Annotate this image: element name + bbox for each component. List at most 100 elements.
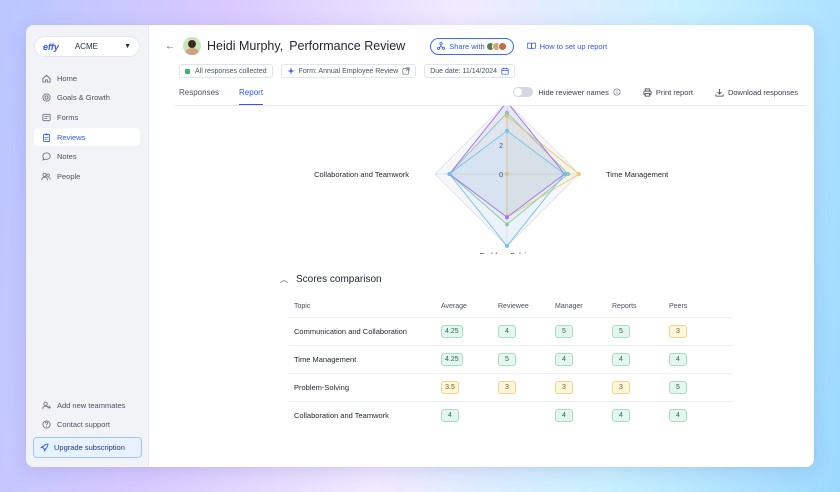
score-badge: 3 <box>555 381 573 394</box>
sidebar-item-label: Forms <box>57 112 79 122</box>
score-badge: 5 <box>669 381 687 394</box>
tab-report[interactable]: Report <box>239 85 264 106</box>
scores-section-header[interactable]: ︿ Scores comparison <box>280 274 382 285</box>
forms-icon <box>40 113 52 122</box>
upgrade-label: Upgrade subscription <box>54 443 125 452</box>
workspace-switcher[interactable]: effy ACME ▼ <box>34 36 140 57</box>
print-report-button[interactable]: Print report <box>643 88 693 97</box>
review-name: Performance Review <box>289 39 406 53</box>
sidebar-item-label: Goals & Growth <box>57 93 110 103</box>
sidebar-item-forms[interactable]: Forms <box>34 108 140 126</box>
radar-point <box>577 172 581 176</box>
score-badge: 4 <box>498 325 516 338</box>
score-badge: 3.5 <box>441 381 459 394</box>
topic-cell: Collaboration and Teamwork <box>294 411 389 420</box>
toggle-switch[interactable] <box>513 87 534 97</box>
sidebar-item-notes[interactable]: Notes <box>34 148 140 166</box>
topic-cell: Communication and Collaboration <box>294 327 407 336</box>
score-badge: 4.25 <box>441 353 463 366</box>
sidebar-item-goals[interactable]: Goals & Growth <box>34 89 140 107</box>
external-link-icon <box>402 67 410 75</box>
radar-axis-label: Problem-Solving <box>479 251 534 254</box>
download-responses-button[interactable]: Download responses <box>715 88 798 97</box>
score-badge: 3 <box>669 325 687 338</box>
sidebar-bottom: Add new teammates Contact support <box>34 396 140 435</box>
review-meta-chips: All responses collected Form: Annual Emp… <box>179 64 523 78</box>
column-header: Average <box>441 302 467 310</box>
score-cell: 5 <box>555 325 612 338</box>
main-content: ← Heidi Murphy, Performance Review Share … <box>149 25 814 467</box>
score-badge: 3 <box>612 381 630 394</box>
calendar-icon <box>501 67 509 75</box>
avatar <box>497 41 507 51</box>
radar-tick-label: 0 <box>499 172 503 179</box>
effy-logo: effy <box>43 41 59 52</box>
sidebar-item-label: Home <box>57 73 78 83</box>
score-cell: 4 <box>612 409 669 422</box>
hide-names-label: Hide reviewer names <box>538 87 609 97</box>
score-badge: 4 <box>612 353 630 366</box>
tab-responses[interactable]: Responses <box>179 88 220 97</box>
radar-axis-label: Time Management <box>606 170 669 179</box>
table-row: Time Management 4.25 5 4 4 4 <box>289 345 733 373</box>
hide-reviewer-names-toggle[interactable]: Hide reviewer names <box>513 87 621 97</box>
share-with-button[interactable]: Share with <box>430 37 514 55</box>
radar-point <box>505 244 509 248</box>
scores-table: Topic Average Reviewee Manager Reports Peers … <box>289 295 733 429</box>
sidebar-item-add-teammates[interactable]: Add new teammates <box>34 396 140 414</box>
score-cell: 4 <box>669 409 726 422</box>
support-icon <box>40 420 52 429</box>
topic-cell: Time Management <box>294 355 357 364</box>
shared-avatars <box>485 41 507 51</box>
sidebar-item-home[interactable]: Home <box>34 69 140 87</box>
due-date-chip[interactable]: Due date: 11/14/2024 <box>424 64 516 78</box>
form-label: Form: Annual Employee Review <box>298 67 399 75</box>
info-icon[interactable] <box>613 88 621 96</box>
report-toolbar: Hide reviewer names Print report Downloa… <box>513 87 798 97</box>
radar-point <box>447 172 452 176</box>
topic-cell: Problem-Solving <box>294 383 350 392</box>
howto-label: How to set up report <box>539 41 608 51</box>
chevron-up-icon: ︿ <box>280 275 288 284</box>
workspace-name: ACME <box>74 42 98 51</box>
radar-point <box>505 222 509 227</box>
score-badge: 4 <box>555 409 573 422</box>
sidebar-item-label: Notes <box>57 152 77 162</box>
score-badge: 4 <box>555 353 573 366</box>
score-badge: 5 <box>498 353 516 366</box>
sidebar-item-reviews[interactable]: Reviews <box>34 128 140 147</box>
sidebar-item-contact-support[interactable]: Contact support <box>34 416 140 434</box>
review-header: ← Heidi Murphy, Performance Review Share … <box>165 37 607 55</box>
radar-axis-label: Collaboration and Teamwork <box>314 170 409 179</box>
score-cell: 4 <box>441 409 498 422</box>
radar-tick-label: 2 <box>499 143 503 150</box>
score-cell: 5 <box>669 381 726 394</box>
home-icon <box>40 74 52 83</box>
sidebar-item-label: People <box>57 171 81 181</box>
column-header: Peers <box>669 302 688 310</box>
score-cell: 4 <box>669 353 726 366</box>
sidebar-item-people[interactable]: People <box>34 167 140 185</box>
score-cell: 4.25 <box>441 353 498 366</box>
score-badge: 4 <box>612 409 630 422</box>
score-cell: 3 <box>612 381 669 394</box>
back-arrow-icon[interactable]: ← <box>165 40 175 52</box>
share-label: Share with <box>449 41 485 51</box>
column-header: Manager <box>555 302 583 310</box>
radar-point <box>505 172 509 176</box>
scores-title: Scores comparison <box>296 274 382 285</box>
radar-point <box>505 114 509 119</box>
score-cell: 4 <box>555 353 612 366</box>
radar-point <box>505 215 509 220</box>
score-badge: 5 <box>555 325 573 338</box>
how-to-setup-link[interactable]: How to set up report <box>526 41 608 51</box>
status-dot <box>185 68 190 74</box>
upgrade-subscription-button[interactable]: Upgrade subscription <box>33 437 142 458</box>
print-label: Print report <box>655 87 693 97</box>
form-chip[interactable]: Form: Annual Employee Review <box>280 64 417 78</box>
column-header: Reports <box>612 302 637 310</box>
sidebar-item-label: Add new teammates <box>57 400 126 410</box>
score-cell: 4 <box>555 409 612 422</box>
avatar <box>183 37 201 55</box>
score-cell: 5 <box>612 325 669 338</box>
